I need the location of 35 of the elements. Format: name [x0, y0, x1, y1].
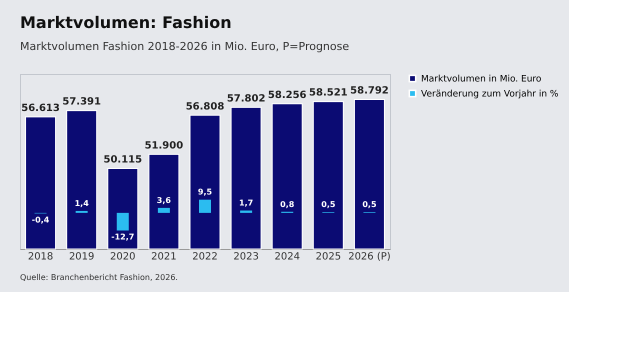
x-tick-label: 2024 — [274, 252, 300, 262]
data-label: 9,5 — [198, 188, 213, 197]
data-label: 57.802 — [226, 93, 266, 104]
x-tick-label: 2020 — [110, 252, 136, 262]
bar — [116, 212, 129, 231]
data-label: 56.613 — [21, 102, 60, 114]
data-label: 58.521 — [309, 88, 348, 99]
x-tick-label: 2022 — [192, 252, 218, 262]
data-label: 3,6 — [156, 196, 172, 205]
source-note: Quelle: Branchenbericht Fashion, 2026. — [20, 273, 178, 282]
chart-subtitle: Marktvolumen Fashion 2018-2026 in Mio. Euro, P=Prognose — [20, 40, 350, 53]
data-label: 51.900 — [144, 140, 184, 152]
data-label: 1,4 — [74, 198, 90, 208]
data-label: 0,8 — [280, 200, 295, 209]
bar — [158, 208, 170, 213]
data-label: -0,4 — [32, 215, 50, 224]
data-label: 56.808 — [186, 101, 224, 112]
chart-title: Marktvolumen: Fashion — [20, 13, 232, 32]
data-label: -12,7 — [111, 232, 134, 242]
data-label: 57.391 — [62, 96, 101, 108]
x-tick-label: 2023 — [233, 252, 259, 262]
legend-label: Marktvolumen in Mio. Euro — [421, 74, 542, 84]
data-label: 58.256 — [268, 90, 307, 101]
data-label: 0,5 — [362, 200, 377, 210]
data-label: 0,5 — [321, 200, 336, 210]
x-tick-label: 2018 — [28, 252, 54, 262]
x-tick-label: 2025 — [316, 252, 342, 262]
data-label: 58.792 — [350, 86, 389, 97]
bar — [199, 200, 211, 213]
data-label: 50.115 — [103, 154, 142, 166]
x-tick-label: 2019 — [68, 252, 94, 262]
x-tick-label: 2021 — [151, 252, 177, 262]
data-label: 1,7 — [239, 198, 254, 208]
x-tick-label: 2026 (P) — [348, 252, 391, 262]
legend-label: Veränderung zum Vorjahr in % — [421, 90, 559, 100]
